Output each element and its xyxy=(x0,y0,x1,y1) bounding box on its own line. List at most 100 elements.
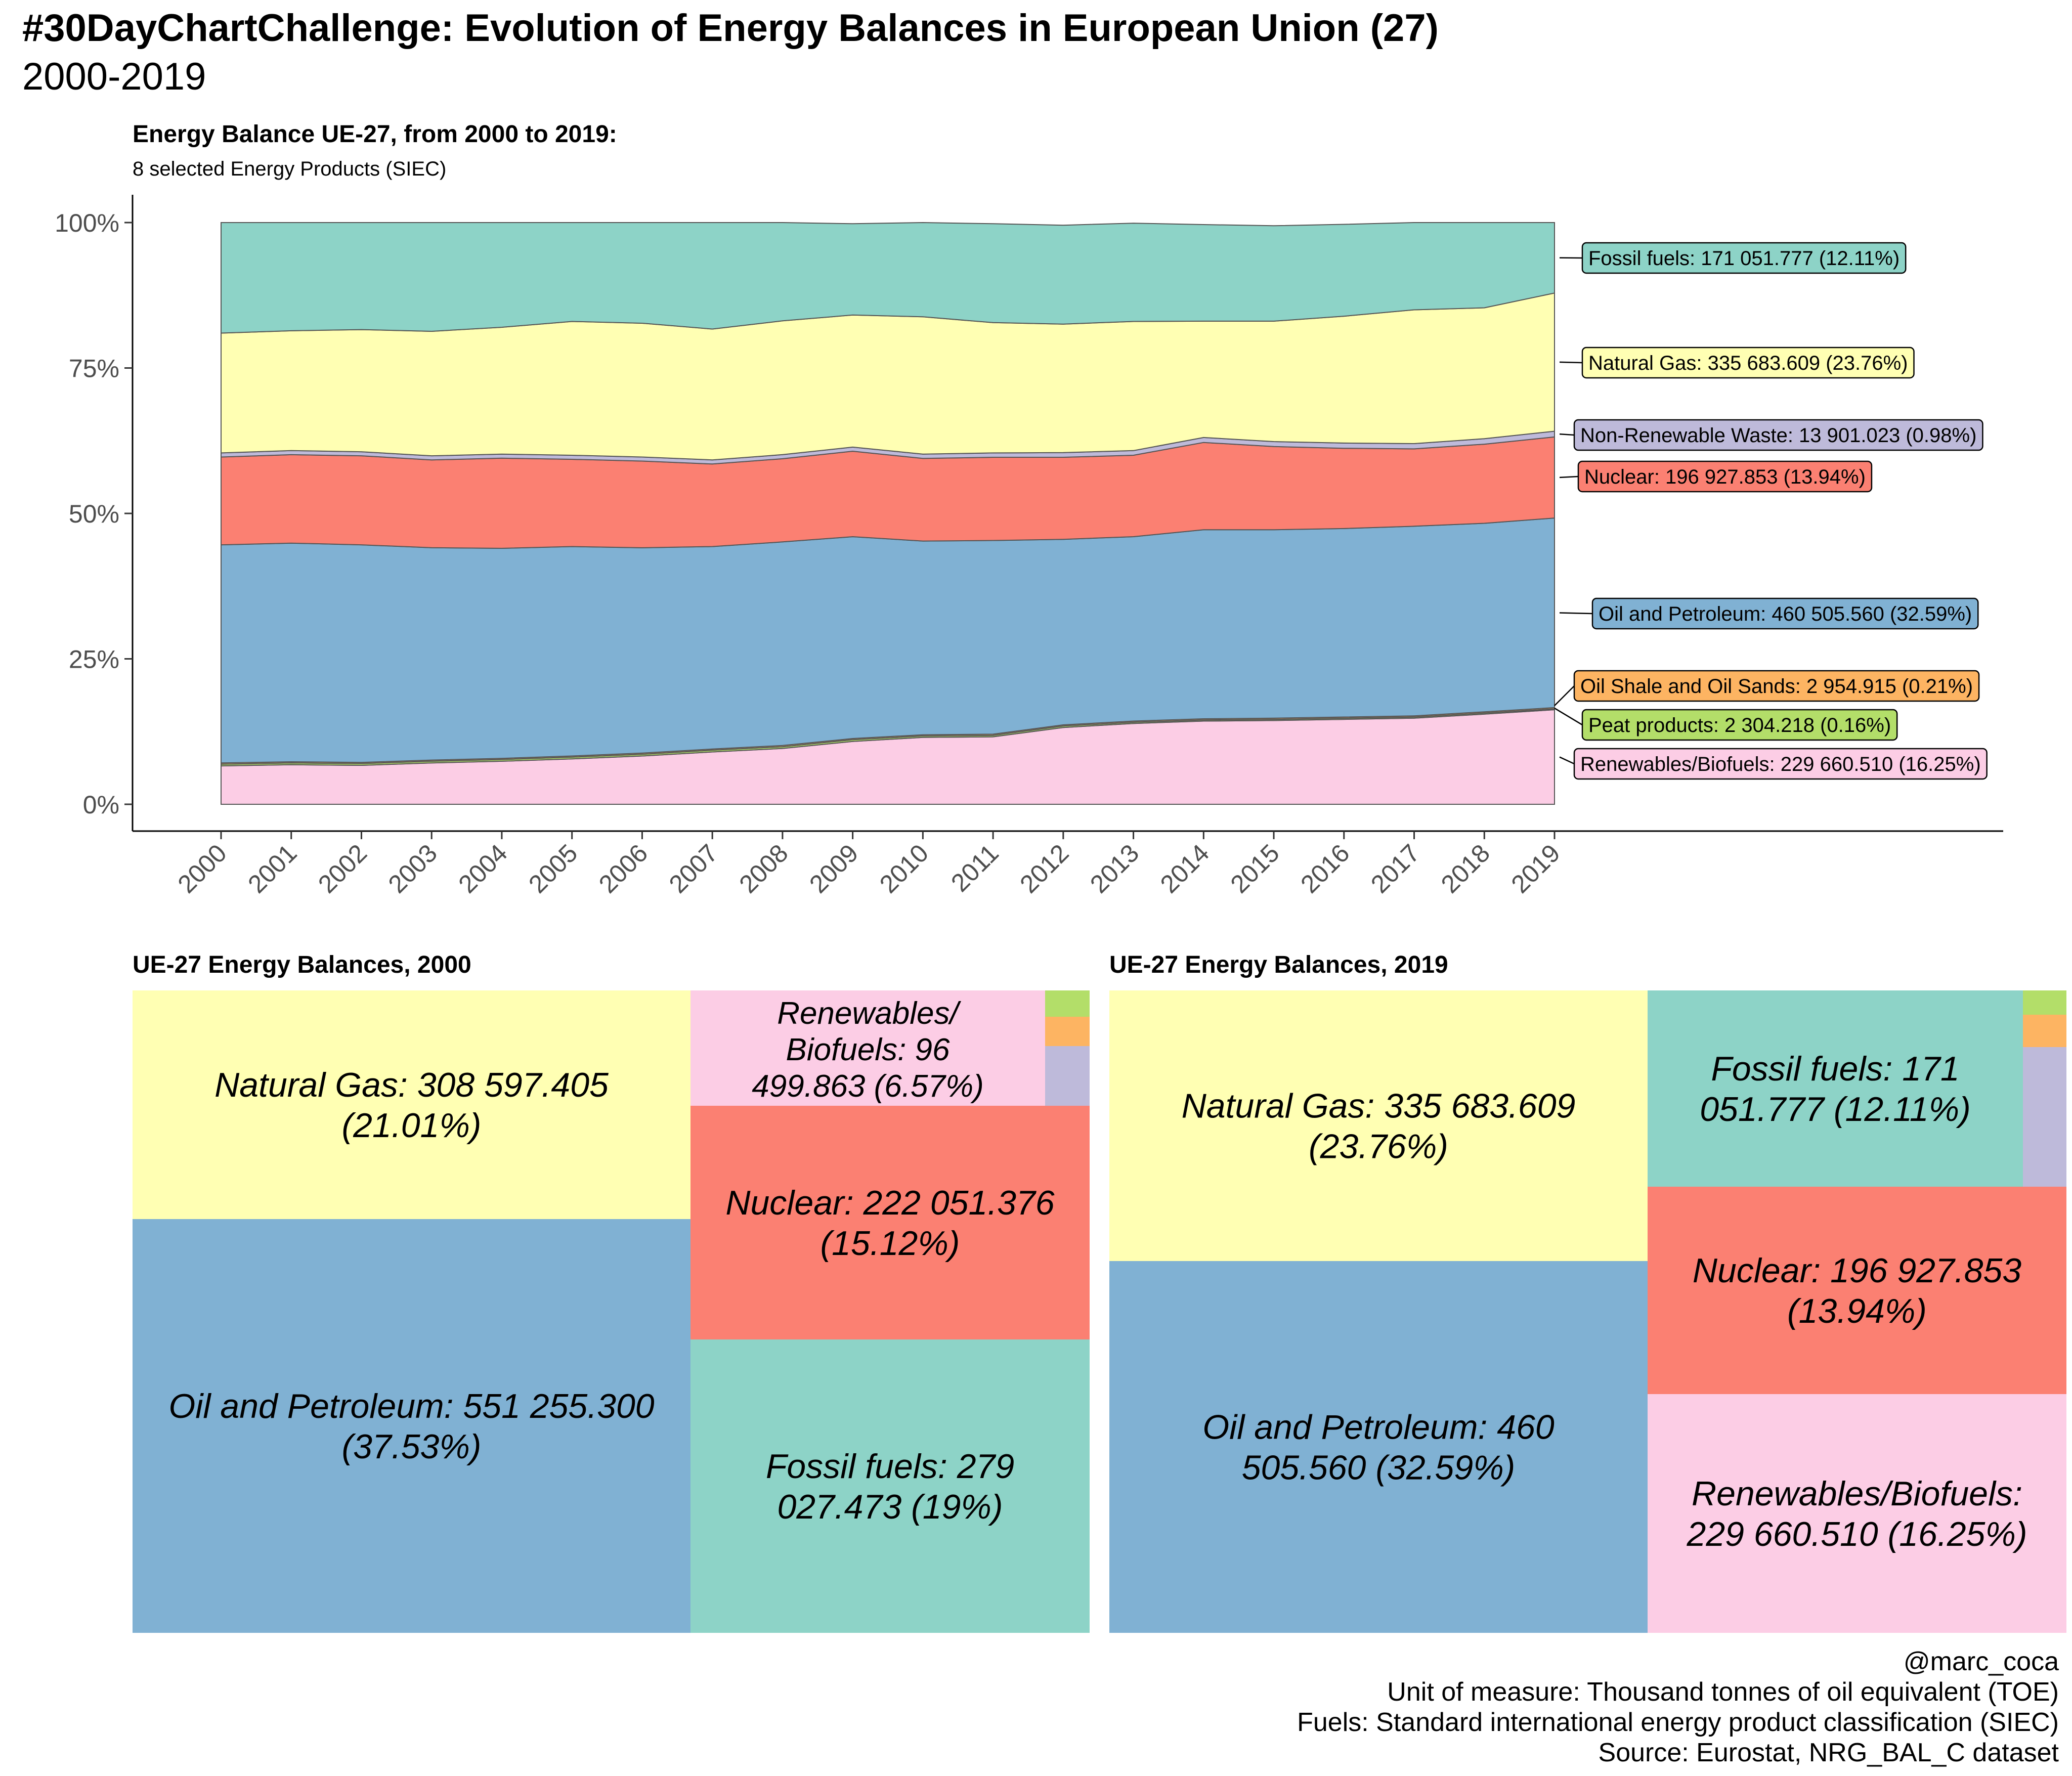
label-text-gas: Natural Gas: 335 683.609 (23.76%) xyxy=(1588,352,1908,374)
leader-gas xyxy=(1559,361,1583,364)
x-tick-label: 2015 xyxy=(1225,839,1285,898)
treemap-tile-renew: Renewables/Biofuels:229 660.510 (16.25%) xyxy=(1648,1394,2066,1633)
treemap-tile-waste xyxy=(1045,1046,1090,1106)
treemap-label-renew: 499.863 (6.57%) xyxy=(752,1069,983,1104)
treemap-label-gas: Natural Gas: 308 597.405 xyxy=(214,1066,609,1104)
area-panel-title: Energy Balance UE-27, from 2000 to 2019: xyxy=(133,121,617,148)
treemap-tile-peat xyxy=(2023,990,2066,1015)
treemap-label-fossil: Fossil fuels: 171 xyxy=(1711,1050,1959,1088)
label-waste: Non-Renewable Waste: 13 901.023 (0.98%) xyxy=(1573,419,1983,451)
y-tick-label: 25% xyxy=(69,645,119,674)
y-tick-label: 75% xyxy=(69,355,119,383)
caption: @marc_coca Unit of measure: Thousand ton… xyxy=(1297,1647,2059,1768)
treemap-label-nuclear: (15.12%) xyxy=(821,1224,960,1263)
y-tick-label: 0% xyxy=(83,791,119,819)
treemap-label-renew: Biofuels: 96 xyxy=(786,1032,951,1067)
label-oil: Oil and Petroleum: 460 505.560 (32.59%) xyxy=(1591,597,1979,630)
chart-subtitle: 2000-2019 xyxy=(22,55,206,98)
label-gas: Natural Gas: 335 683.609 (23.76%) xyxy=(1581,346,1915,379)
treemap-tile-gas: Natural Gas: 308 597.405(21.01%) xyxy=(133,990,690,1219)
x-tick-label: 2011 xyxy=(945,839,1004,897)
caption-author: @marc_coca xyxy=(1903,1647,2059,1676)
label-text-waste: Non-Renewable Waste: 13 901.023 (0.98%) xyxy=(1580,424,1976,447)
label-peat: Peat products: 2 304.218 (0.16%) xyxy=(1581,709,1898,741)
x-tick-label: 2019 xyxy=(1506,839,1566,898)
label-text-oil: Oil and Petroleum: 460 505.560 (32.59%) xyxy=(1599,603,1972,625)
treemap-label-fossil: 051.777 (12.11%) xyxy=(1700,1090,1971,1129)
treemap-label-oil: 505.560 (32.59%) xyxy=(1242,1449,1516,1487)
treemap-tile-nuclear: Nuclear: 222 051.376(15.12%) xyxy=(690,1106,1090,1339)
leader-renew xyxy=(1559,756,1575,765)
area-panel-subtitle: 8 selected Energy Products (SIEC) xyxy=(133,158,447,180)
x-tick-label: 2016 xyxy=(1295,839,1355,898)
treemap-label-renew: Renewables/Biofuels: xyxy=(1692,1475,2022,1513)
label-text-fossil: Fossil fuels: 171 051.777 (12.11%) xyxy=(1588,247,1900,270)
treemap-tile-waste xyxy=(2023,1047,2066,1187)
x-tick-label: 2007 xyxy=(664,839,723,898)
treemap-label-gas: Natural Gas: 335 683.609 xyxy=(1182,1087,1576,1125)
label-text-renew: Renewables/Biofuels: 229 660.510 (16.25%… xyxy=(1580,753,1981,775)
treemap-label-fossil: Fossil fuels: 279 xyxy=(766,1447,1014,1486)
area-fossil xyxy=(221,222,1555,334)
x-tick-label: 2010 xyxy=(874,839,934,898)
treemap-tile-gas: Natural Gas: 335 683.609(23.76%) xyxy=(1109,990,1648,1261)
label-nuclear: Nuclear: 196 927.853 (13.94%) xyxy=(1577,460,1873,493)
leader-peat xyxy=(1554,707,1583,726)
x-tick-label: 2001 xyxy=(242,839,302,898)
label-shale: Oil Shale and Oil Sands: 2 954.915 (0.21… xyxy=(1573,670,1980,702)
leader-shale xyxy=(1554,685,1575,706)
treemap-2019: Natural Gas: 335 683.609(23.76%)Oil and … xyxy=(1109,990,2066,1633)
x-tick-label: 2004 xyxy=(453,839,512,898)
treemap-label-oil: Oil and Petroleum: 460 xyxy=(1202,1408,1555,1447)
treemap-2000-title: UE-27 Energy Balances, 2000 xyxy=(133,951,471,978)
treemap-label-gas: (21.01%) xyxy=(342,1106,482,1145)
caption-source: Source: Eurostat, NRG_BAL_C dataset xyxy=(1598,1738,2059,1767)
x-tick-label: 2002 xyxy=(313,839,372,898)
x-tick-label: 2008 xyxy=(733,839,793,898)
label-text-shale: Oil Shale and Oil Sands: 2 954.915 (0.21… xyxy=(1580,675,1973,698)
y-tick-label: 100% xyxy=(55,209,119,237)
label-text-peat: Peat products: 2 304.218 (0.16%) xyxy=(1588,714,1891,737)
x-tick-label: 2012 xyxy=(1014,839,1074,898)
treemap-tile-shale xyxy=(1045,1017,1090,1046)
treemap-2000: Natural Gas: 308 597.405(21.01%)Oil and … xyxy=(133,990,1090,1633)
label-fossil: Fossil fuels: 171 051.777 (12.11%) xyxy=(1581,242,1907,274)
leader-oil xyxy=(1559,612,1593,615)
treemap-label-renew: 229 660.510 (16.25%) xyxy=(1687,1515,2027,1553)
treemap-tile-nuclear: Nuclear: 196 927.853(13.94%) xyxy=(1648,1187,2066,1394)
x-tick-label: 2013 xyxy=(1085,839,1144,898)
treemap-tile-peat xyxy=(1045,990,1090,1017)
treemap-label-renew: Renewables/ xyxy=(777,996,961,1031)
treemap-label-fossil: 027.473 (19%) xyxy=(777,1488,1003,1526)
x-tick-label: 2009 xyxy=(804,839,864,898)
caption-fuels: Fuels: Standard international energy pro… xyxy=(1297,1708,2059,1737)
x-tick-label: 2018 xyxy=(1436,839,1495,898)
treemap-2019-title: UE-27 Energy Balances, 2019 xyxy=(1109,951,1448,978)
y-tick-label: 50% xyxy=(69,500,119,528)
x-tick-label: 2000 xyxy=(172,839,232,898)
treemap-label-nuclear: Nuclear: 222 051.376 xyxy=(725,1184,1054,1222)
x-tick-label: 2005 xyxy=(523,839,583,898)
x-tick-label: 2003 xyxy=(383,839,443,898)
treemap-label-gas: (23.76%) xyxy=(1309,1128,1448,1166)
treemap-label-nuclear: (13.94%) xyxy=(1787,1292,1927,1330)
chart-title: #30DayChartChallenge: Evolution of Energ… xyxy=(22,7,1439,50)
treemap-tile-shale xyxy=(2023,1015,2066,1047)
x-tick-label: 2006 xyxy=(593,839,653,898)
treemap-label-oil: Oil and Petroleum: 551 255.300 xyxy=(168,1387,654,1425)
label-text-nuclear: Nuclear: 196 927.853 (13.94%) xyxy=(1584,466,1866,488)
x-tick-label: 2017 xyxy=(1365,839,1425,898)
treemap-label-nuclear: Nuclear: 196 927.853 xyxy=(1693,1251,2021,1290)
caption-unit: Unit of measure: Thousand tonnes of oil … xyxy=(1387,1677,2059,1707)
x-tick-label: 2014 xyxy=(1155,839,1215,898)
area-chart: 0%25%50%75%100%2000 2001 2002 2003 2004 2005 2… xyxy=(55,195,2003,898)
treemap-label-oil: (37.53%) xyxy=(342,1427,482,1466)
treemap-tile-oil: Oil and Petroleum: 551 255.300(37.53%) xyxy=(133,1219,690,1633)
leader-nuclear xyxy=(1559,475,1579,479)
leader-waste xyxy=(1559,433,1575,436)
label-renew: Renewables/Biofuels: 229 660.510 (16.25%… xyxy=(1573,748,1988,780)
